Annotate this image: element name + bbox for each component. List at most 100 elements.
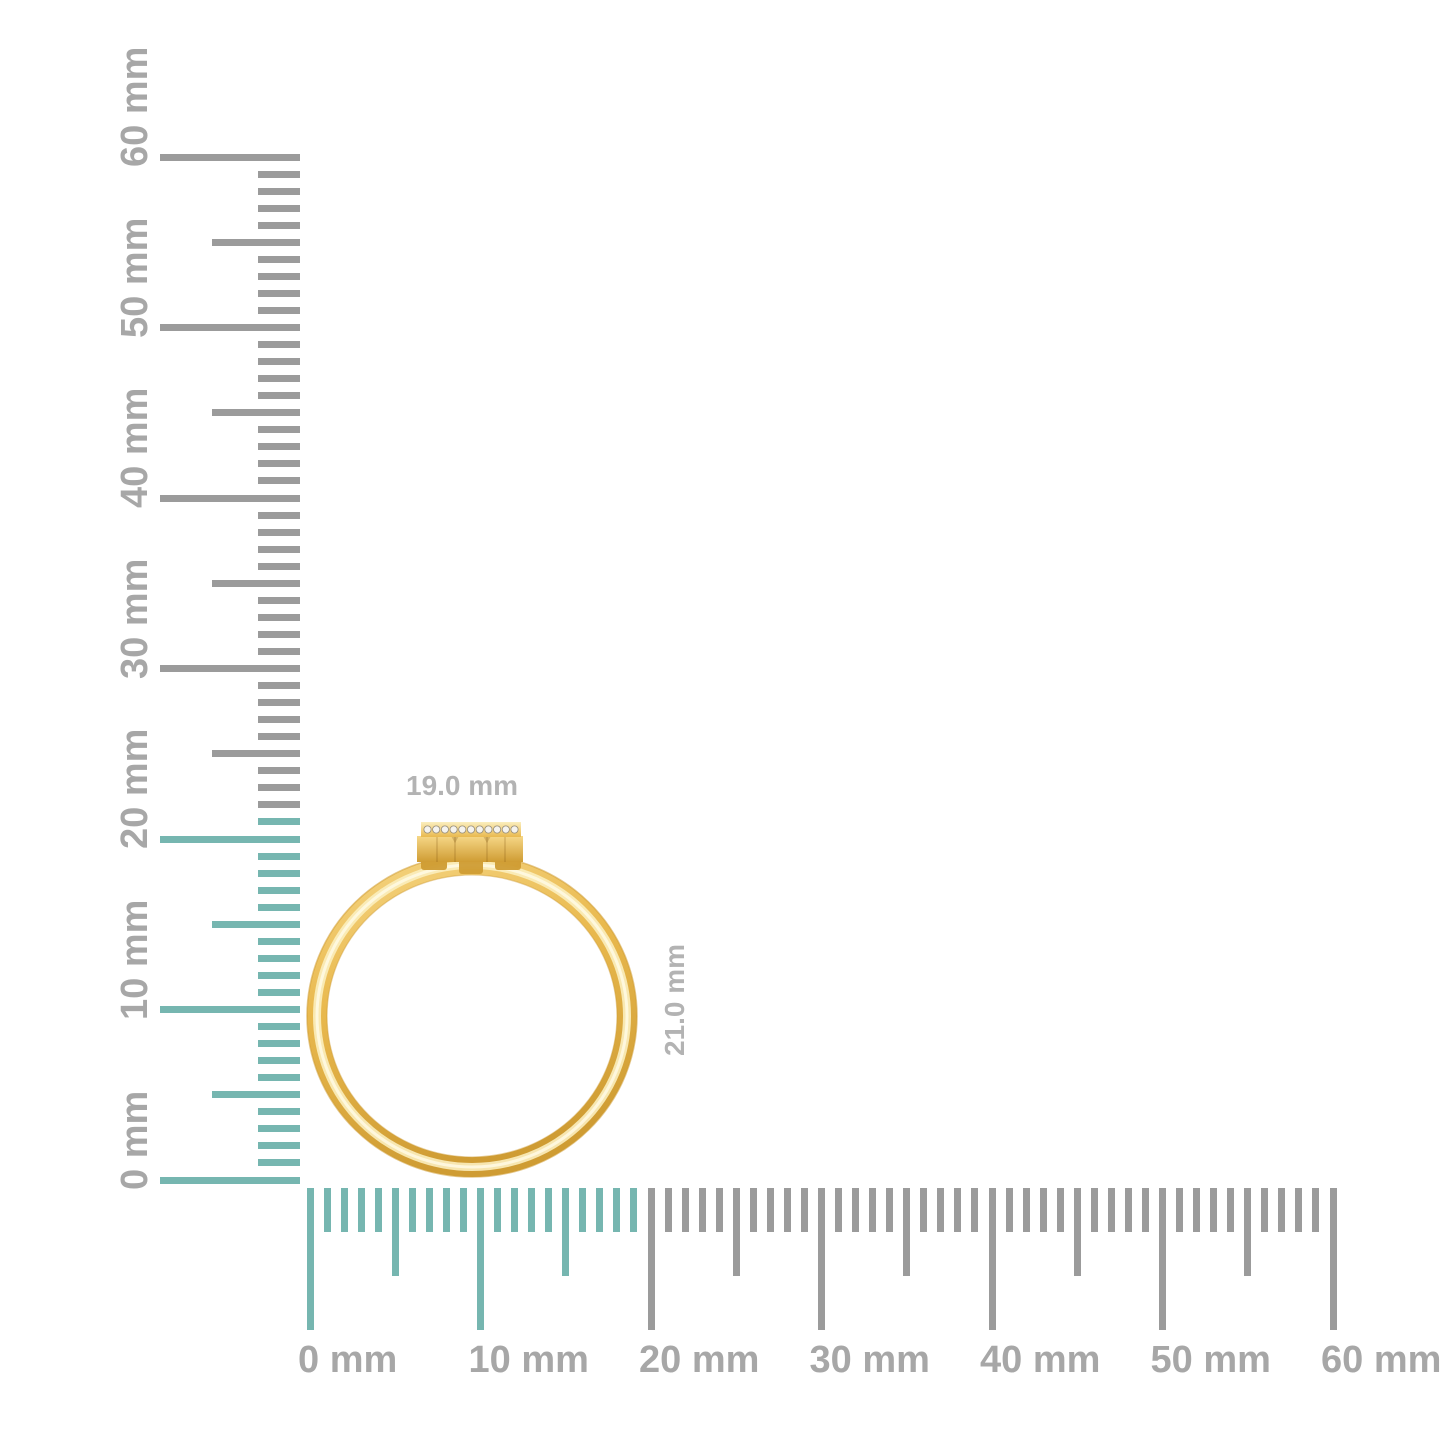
horizontal-ruler-tick — [749, 1188, 757, 1232]
vertical-ruler-tick — [258, 511, 300, 519]
horizontal-ruler-tick — [596, 1188, 604, 1232]
horizontal-ruler-tick — [425, 1188, 433, 1232]
vertical-ruler-tick — [258, 630, 300, 638]
vertical-ruler-tick — [258, 613, 300, 621]
vertical-ruler-tick — [258, 1125, 300, 1133]
vertical-ruler-tick — [258, 954, 300, 962]
horizontal-ruler-tick — [1210, 1188, 1218, 1232]
horizontal-ruler-tick — [783, 1188, 791, 1232]
gem-row — [423, 825, 519, 834]
diamond-gem — [484, 825, 493, 834]
horizontal-ruler-tick — [800, 1188, 808, 1232]
vertical-ruler-tick — [258, 1108, 300, 1116]
vertical-ruler-tick — [258, 733, 300, 741]
vertical-ruler-tick — [258, 426, 300, 434]
horizontal-ruler-tick — [920, 1188, 928, 1232]
vertical-ruler-tick — [258, 988, 300, 996]
horizontal-ruler-tick — [477, 1188, 484, 1330]
diamond-gem — [449, 825, 458, 834]
horizontal-ruler-label: 30 mm — [809, 1339, 930, 1381]
horizontal-ruler-tick — [954, 1188, 962, 1232]
vertical-ruler-tick — [212, 579, 300, 587]
horizontal-ruler-tick — [1039, 1188, 1047, 1232]
vertical-ruler-tick — [160, 494, 300, 502]
vertical-ruler-tick — [160, 324, 300, 331]
vertical-ruler-tick — [212, 1091, 300, 1099]
vertical-ruler-tick — [212, 750, 300, 758]
vertical-ruler-tick — [258, 204, 300, 212]
horizontal-ruler-tick — [681, 1188, 689, 1232]
horizontal-ruler-tick — [1090, 1188, 1098, 1232]
horizontal-ruler-tick — [545, 1188, 553, 1232]
horizontal-ruler-tick — [323, 1188, 331, 1232]
vertical-ruler-tick — [258, 1142, 300, 1150]
horizontal-ruler-tick — [1056, 1188, 1064, 1232]
vertical-ruler-tick — [212, 238, 300, 246]
horizontal-ruler-tick — [630, 1188, 638, 1232]
vertical-ruler-tick — [258, 699, 300, 707]
vertical-ruler-tick — [212, 920, 300, 928]
head-bar — [417, 836, 523, 862]
vertical-ruler-tick — [258, 801, 300, 809]
horizontal-ruler-tick — [1073, 1188, 1081, 1276]
horizontal-ruler-label: 60 mm — [1321, 1339, 1442, 1381]
horizontal-ruler-tick — [511, 1188, 519, 1232]
vertical-ruler-tick — [258, 221, 300, 229]
horizontal-ruler-tick — [1124, 1188, 1132, 1232]
ring-inner-contour — [326, 874, 618, 1158]
diamond-gem — [458, 825, 467, 834]
horizontal-ruler-tick — [715, 1188, 723, 1232]
diamond-gem — [423, 825, 432, 834]
vertical-ruler-tick — [258, 784, 300, 792]
vertical-ruler-tick — [258, 596, 300, 604]
horizontal-ruler-tick — [647, 1188, 655, 1330]
vertical-ruler-tick — [258, 1023, 300, 1031]
diamond-gem — [510, 825, 519, 834]
vertical-ruler-tick — [258, 443, 300, 451]
horizontal-ruler-tick — [732, 1188, 740, 1276]
horizontal-ruler-tick — [357, 1188, 365, 1232]
horizontal-ruler-tick — [459, 1188, 467, 1232]
horizontal-ruler-tick — [766, 1188, 774, 1232]
vertical-ruler-tick — [258, 170, 300, 178]
ring-band — [307, 855, 637, 1177]
horizontal-ruler-tick — [1261, 1188, 1269, 1232]
horizontal-ruler-tick — [579, 1188, 587, 1232]
horizontal-ruler-tick — [886, 1188, 894, 1232]
vertical-ruler-tick — [212, 409, 300, 417]
horizontal-ruler-tick — [1329, 1188, 1337, 1330]
diamond-gem — [493, 825, 502, 834]
diamond-gem — [466, 825, 475, 834]
vertical-ruler-tick — [258, 375, 300, 383]
horizontal-ruler-tick — [869, 1188, 877, 1232]
vertical-ruler-tick — [258, 903, 300, 911]
vertical-ruler-tick — [258, 647, 300, 655]
vertical-ruler-tick — [258, 289, 300, 297]
horizontal-ruler-tick — [374, 1188, 382, 1232]
horizontal-ruler-tick — [1107, 1188, 1115, 1232]
horizontal-ruler-tick — [613, 1188, 621, 1232]
horizontal-ruler-tick — [1227, 1188, 1235, 1232]
horizontal-ruler-tick — [1193, 1188, 1201, 1232]
vertical-ruler-tick — [258, 818, 300, 826]
horizontal-ruler-tick — [903, 1188, 911, 1276]
horizontal-ruler-tick — [1022, 1188, 1030, 1232]
vertical-ruler-tick — [258, 562, 300, 570]
horizontal-ruler-tick — [1244, 1188, 1252, 1276]
horizontal-ruler-tick — [1278, 1188, 1286, 1232]
vertical-ruler-tick — [258, 477, 300, 485]
horizontal-ruler-tick — [442, 1188, 450, 1232]
horizontal-ruler-tick — [306, 1188, 314, 1330]
horizontal-ruler-label: 0 mm — [298, 1339, 398, 1381]
vertical-ruler-tick — [258, 1074, 300, 1082]
vertical-ruler-tick — [258, 460, 300, 468]
vertical-ruler-tick — [258, 1040, 300, 1048]
vertical-ruler-tick — [258, 187, 300, 195]
diamond-gem — [475, 825, 484, 834]
vertical-ruler-tick — [160, 1176, 300, 1184]
horizontal-ruler-tick — [340, 1188, 348, 1232]
vertical-ruler-tick — [258, 255, 300, 263]
horizontal-ruler-tick — [562, 1188, 570, 1276]
horizontal-ruler-tick — [971, 1188, 979, 1232]
horizontal-ruler-tick — [494, 1188, 502, 1232]
